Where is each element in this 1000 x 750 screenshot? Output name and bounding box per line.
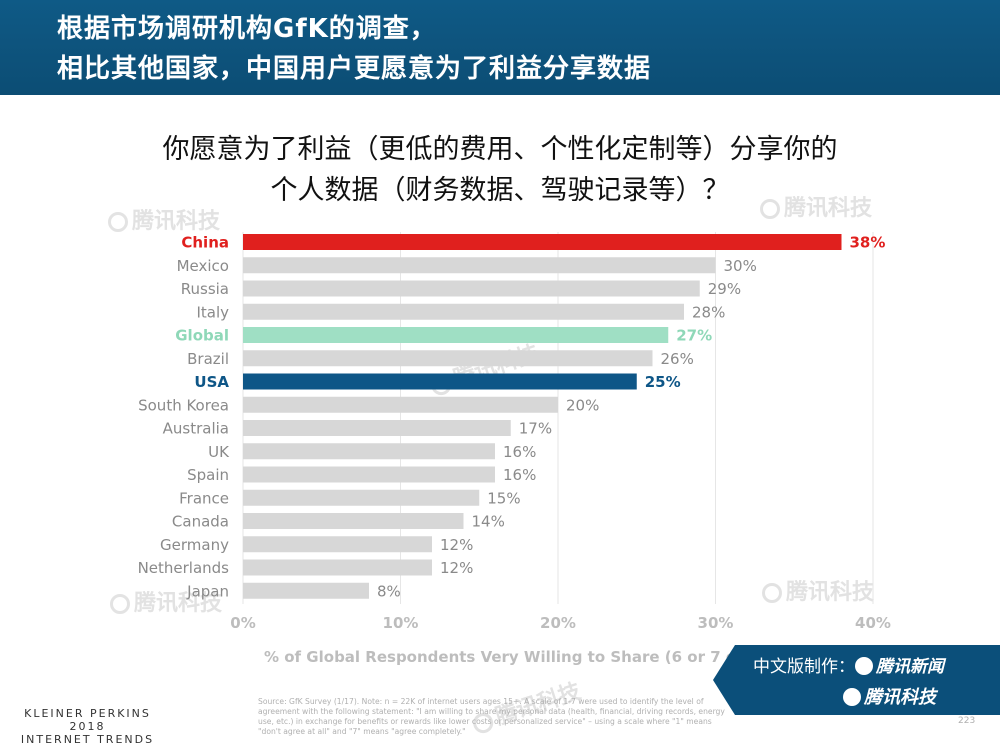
value-label: 14% [472,513,505,531]
value-label: 38% [850,234,886,252]
bar [243,327,669,343]
bar [243,582,369,599]
credit-badge-line: 中文版制作： 腾讯新闻 [753,652,944,677]
bar [243,280,700,297]
watermark-logo-icon [108,212,128,232]
value-label: 16% [503,443,536,461]
bar [243,303,684,320]
value-label: 27% [676,327,712,345]
bar [243,396,558,413]
question-line-1: 你愿意为了利益（更低的费用、个性化定制等）分享你的 [162,134,838,165]
title-banner: 根据市场调研机构GfK的调查， 相比其他国家，中国用户更愿意为了利益分享数据 [0,0,1000,95]
category-label: Australia [163,420,229,438]
value-label: 26% [661,350,694,368]
bar [243,257,716,274]
question-line-2: 个人数据（财务数据、驾驶记录等）？ [270,175,730,206]
credit-badge: 中文版制作： 腾讯新闻 腾讯科技 [713,645,1000,715]
category-label: UK [208,443,230,461]
category-label: South Korea [138,396,229,414]
bar [243,373,637,390]
category-label: China [181,234,229,252]
source-note: Source: GfK Survey (1/17). Note: n = 22K… [258,697,725,736]
page-number: 223 [958,716,976,726]
credit-badge-line-2: 腾讯科技 [843,683,936,709]
watermark-logo-icon [762,583,782,603]
category-label: Italy [196,303,229,321]
value-label: 12% [440,559,473,577]
title-line-2: 相比其他国家，中国用户更愿意为了利益分享数据 [57,54,652,84]
watermark: 腾讯科技 [108,203,220,235]
category-label: Russia [181,280,229,298]
bar [243,536,432,553]
category-label: Spain [187,466,229,484]
bar [243,443,495,460]
category-label: Germany [160,536,229,554]
value-label: 30% [724,257,757,275]
footer-year: 2018 [69,720,106,733]
bar [243,489,480,506]
watermark-logo-icon [760,199,780,219]
category-label: Canada [172,513,229,531]
bar [243,234,842,250]
category-label: Netherlands [138,559,230,577]
category-label: Japan [186,582,229,600]
watermark: 腾讯科技 [762,574,874,606]
footer-brand: KLEINER PERKINS [24,707,151,720]
credit-label: 中文版制作： [753,657,855,677]
bar-chart: 0% 10% 20% 30% 40% China 38% Mexico 30% Russia 29%… [138,232,891,666]
title-line-1: 根据市场调研机构GfK的调查， [57,14,437,44]
value-label: 15% [487,489,520,507]
category-label: Mexico [177,257,229,275]
x-tick-label: 0% [230,614,255,632]
category-label: France [179,489,229,507]
watermark: 腾讯科技 [110,585,222,617]
watermark: 腾讯科技 [760,190,872,222]
bar [243,350,653,367]
watermark-logo-icon [110,594,130,614]
category-label: Global [175,327,229,345]
value-label: 29% [708,280,741,298]
bar [243,466,495,483]
value-label: 17% [519,420,552,438]
value-label: 8% [377,582,401,600]
brand-tencent-tech: 腾讯科技 [864,687,936,708]
x-tick-label: 10% [383,614,419,632]
value-label: 25% [645,373,681,391]
x-tick-label: 20% [540,614,576,632]
bar [243,513,464,529]
bar [243,559,432,576]
tencent-news-logo-icon [855,657,873,675]
footer-report: INTERNET TRENDS [20,733,155,746]
value-label: 16% [503,466,536,484]
brand-tencent-news: 腾讯新闻 [876,657,944,677]
value-label: 12% [440,536,473,554]
x-tick-label: 40% [855,614,891,632]
x-tick-label: 30% [698,614,734,632]
bar [243,420,511,436]
category-label: USA [194,373,229,391]
tencent-tech-logo-icon [843,688,861,706]
category-label: Brazil [187,350,229,368]
value-label: 20% [566,396,599,414]
value-label: 28% [692,303,725,321]
